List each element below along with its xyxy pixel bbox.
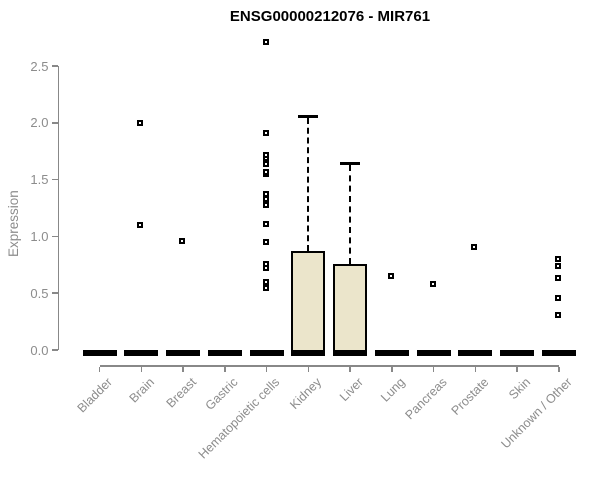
outlier-point-hematopoietic-cells — [262, 39, 269, 46]
y-tick-label: 2.5 — [30, 58, 49, 74]
x-tick-label-liver: Liver — [336, 375, 367, 405]
outlier-point-breast — [179, 237, 186, 244]
whisker-kidney — [307, 117, 310, 252]
x-tick-label-bladder: Bladder — [75, 375, 116, 416]
x-axis-tick — [391, 366, 393, 372]
x-axis-line — [99, 365, 559, 367]
outlier-point-unknown-other — [554, 262, 561, 269]
x-axis-tick — [224, 366, 226, 372]
y-axis-tick — [51, 65, 58, 67]
x-axis-tick — [307, 366, 310, 372]
outlier-point-unknown-other — [554, 256, 561, 263]
x-tick-label-kidney: Kidney — [287, 375, 325, 412]
outlier-point-hematopoietic-cells — [262, 130, 269, 137]
x-axis-tick — [265, 366, 268, 372]
outlier-point-hematopoietic-cells — [262, 220, 269, 227]
x-axis-tick — [474, 366, 477, 372]
outlier-point-hematopoietic-cells — [262, 201, 269, 208]
outlier-point-brain — [137, 222, 144, 229]
y-tick-label: 0.5 — [30, 285, 49, 301]
collapsed-box-bladder — [82, 350, 117, 356]
outlier-point-unknown-other — [554, 311, 561, 318]
outlier-point-hematopoietic-cells — [262, 168, 269, 175]
collapsed-box-unknown-other — [541, 350, 576, 356]
x-tick-label-pancreas: Pancreas — [402, 375, 450, 423]
y-axis-tick — [51, 292, 58, 294]
outlier-point-hematopoietic-cells — [262, 260, 269, 267]
x-tick-label-breast: Breast — [163, 375, 199, 411]
collapsed-box-skin — [500, 350, 535, 356]
outlier-point-hematopoietic-cells — [262, 160, 269, 167]
outlier-point-hematopoietic-cells — [262, 151, 269, 158]
outlier-point-hematopoietic-cells — [262, 278, 269, 285]
collapsed-box-brain — [124, 350, 159, 356]
x-axis-tick — [432, 366, 435, 372]
outlier-point-pancreas — [429, 281, 436, 288]
box-kidney — [291, 251, 326, 356]
x-axis-tick — [558, 366, 560, 372]
median-kidney — [291, 350, 326, 356]
x-tick-label-hematopoietic-cells: Hematopoietic cells — [195, 375, 283, 462]
collapsed-box-hematopoietic-cells — [249, 350, 284, 356]
y-axis-tick — [51, 349, 58, 351]
y-tick-label: 2.0 — [30, 115, 49, 131]
y-tick-label: 0.0 — [30, 342, 49, 358]
collapsed-box-prostate — [458, 350, 493, 356]
y-axis-tick — [51, 122, 58, 124]
outlier-point-hematopoietic-cells — [262, 191, 269, 198]
x-axis-tick — [98, 366, 101, 372]
outlier-point-prostate — [471, 243, 478, 250]
box-liver — [333, 263, 368, 356]
chart-title: ENSG00000212076 - MIR761 — [229, 8, 431, 25]
collapsed-box-breast — [166, 350, 201, 356]
outlier-point-hematopoietic-cells — [262, 239, 269, 246]
y-axis-title: Expression — [6, 190, 21, 257]
y-axis-line — [57, 66, 59, 350]
outlier-point-brain — [137, 119, 144, 126]
outlier-point-unknown-other — [554, 275, 561, 282]
x-tick-label-prostate: Prostate — [448, 375, 492, 418]
median-liver — [333, 350, 368, 356]
whisker-cap-kidney — [298, 114, 319, 118]
y-axis-tick — [51, 235, 58, 238]
collapsed-box-lung — [374, 350, 409, 356]
whisker-liver — [349, 164, 352, 264]
x-axis-tick — [516, 366, 518, 372]
x-axis-tick — [349, 366, 351, 372]
x-axis-tick — [140, 366, 143, 372]
x-tick-label-skin: Skin — [506, 375, 534, 403]
x-axis-tick — [182, 366, 184, 372]
y-axis-tick — [51, 178, 58, 181]
x-tick-label-lung: Lung — [378, 375, 408, 405]
outlier-point-lung — [387, 273, 394, 280]
collapsed-box-pancreas — [416, 350, 451, 356]
whisker-cap-liver — [340, 161, 361, 165]
y-tick-label: 1.0 — [30, 228, 49, 244]
collapsed-box-gastric — [207, 350, 242, 356]
outlier-point-hematopoietic-cells — [262, 284, 269, 291]
x-tick-label-brain: Brain — [126, 375, 158, 406]
outlier-point-unknown-other — [554, 294, 561, 301]
y-tick-label: 1.5 — [30, 172, 49, 188]
x-tick-label-gastric: Gastric — [202, 375, 241, 413]
